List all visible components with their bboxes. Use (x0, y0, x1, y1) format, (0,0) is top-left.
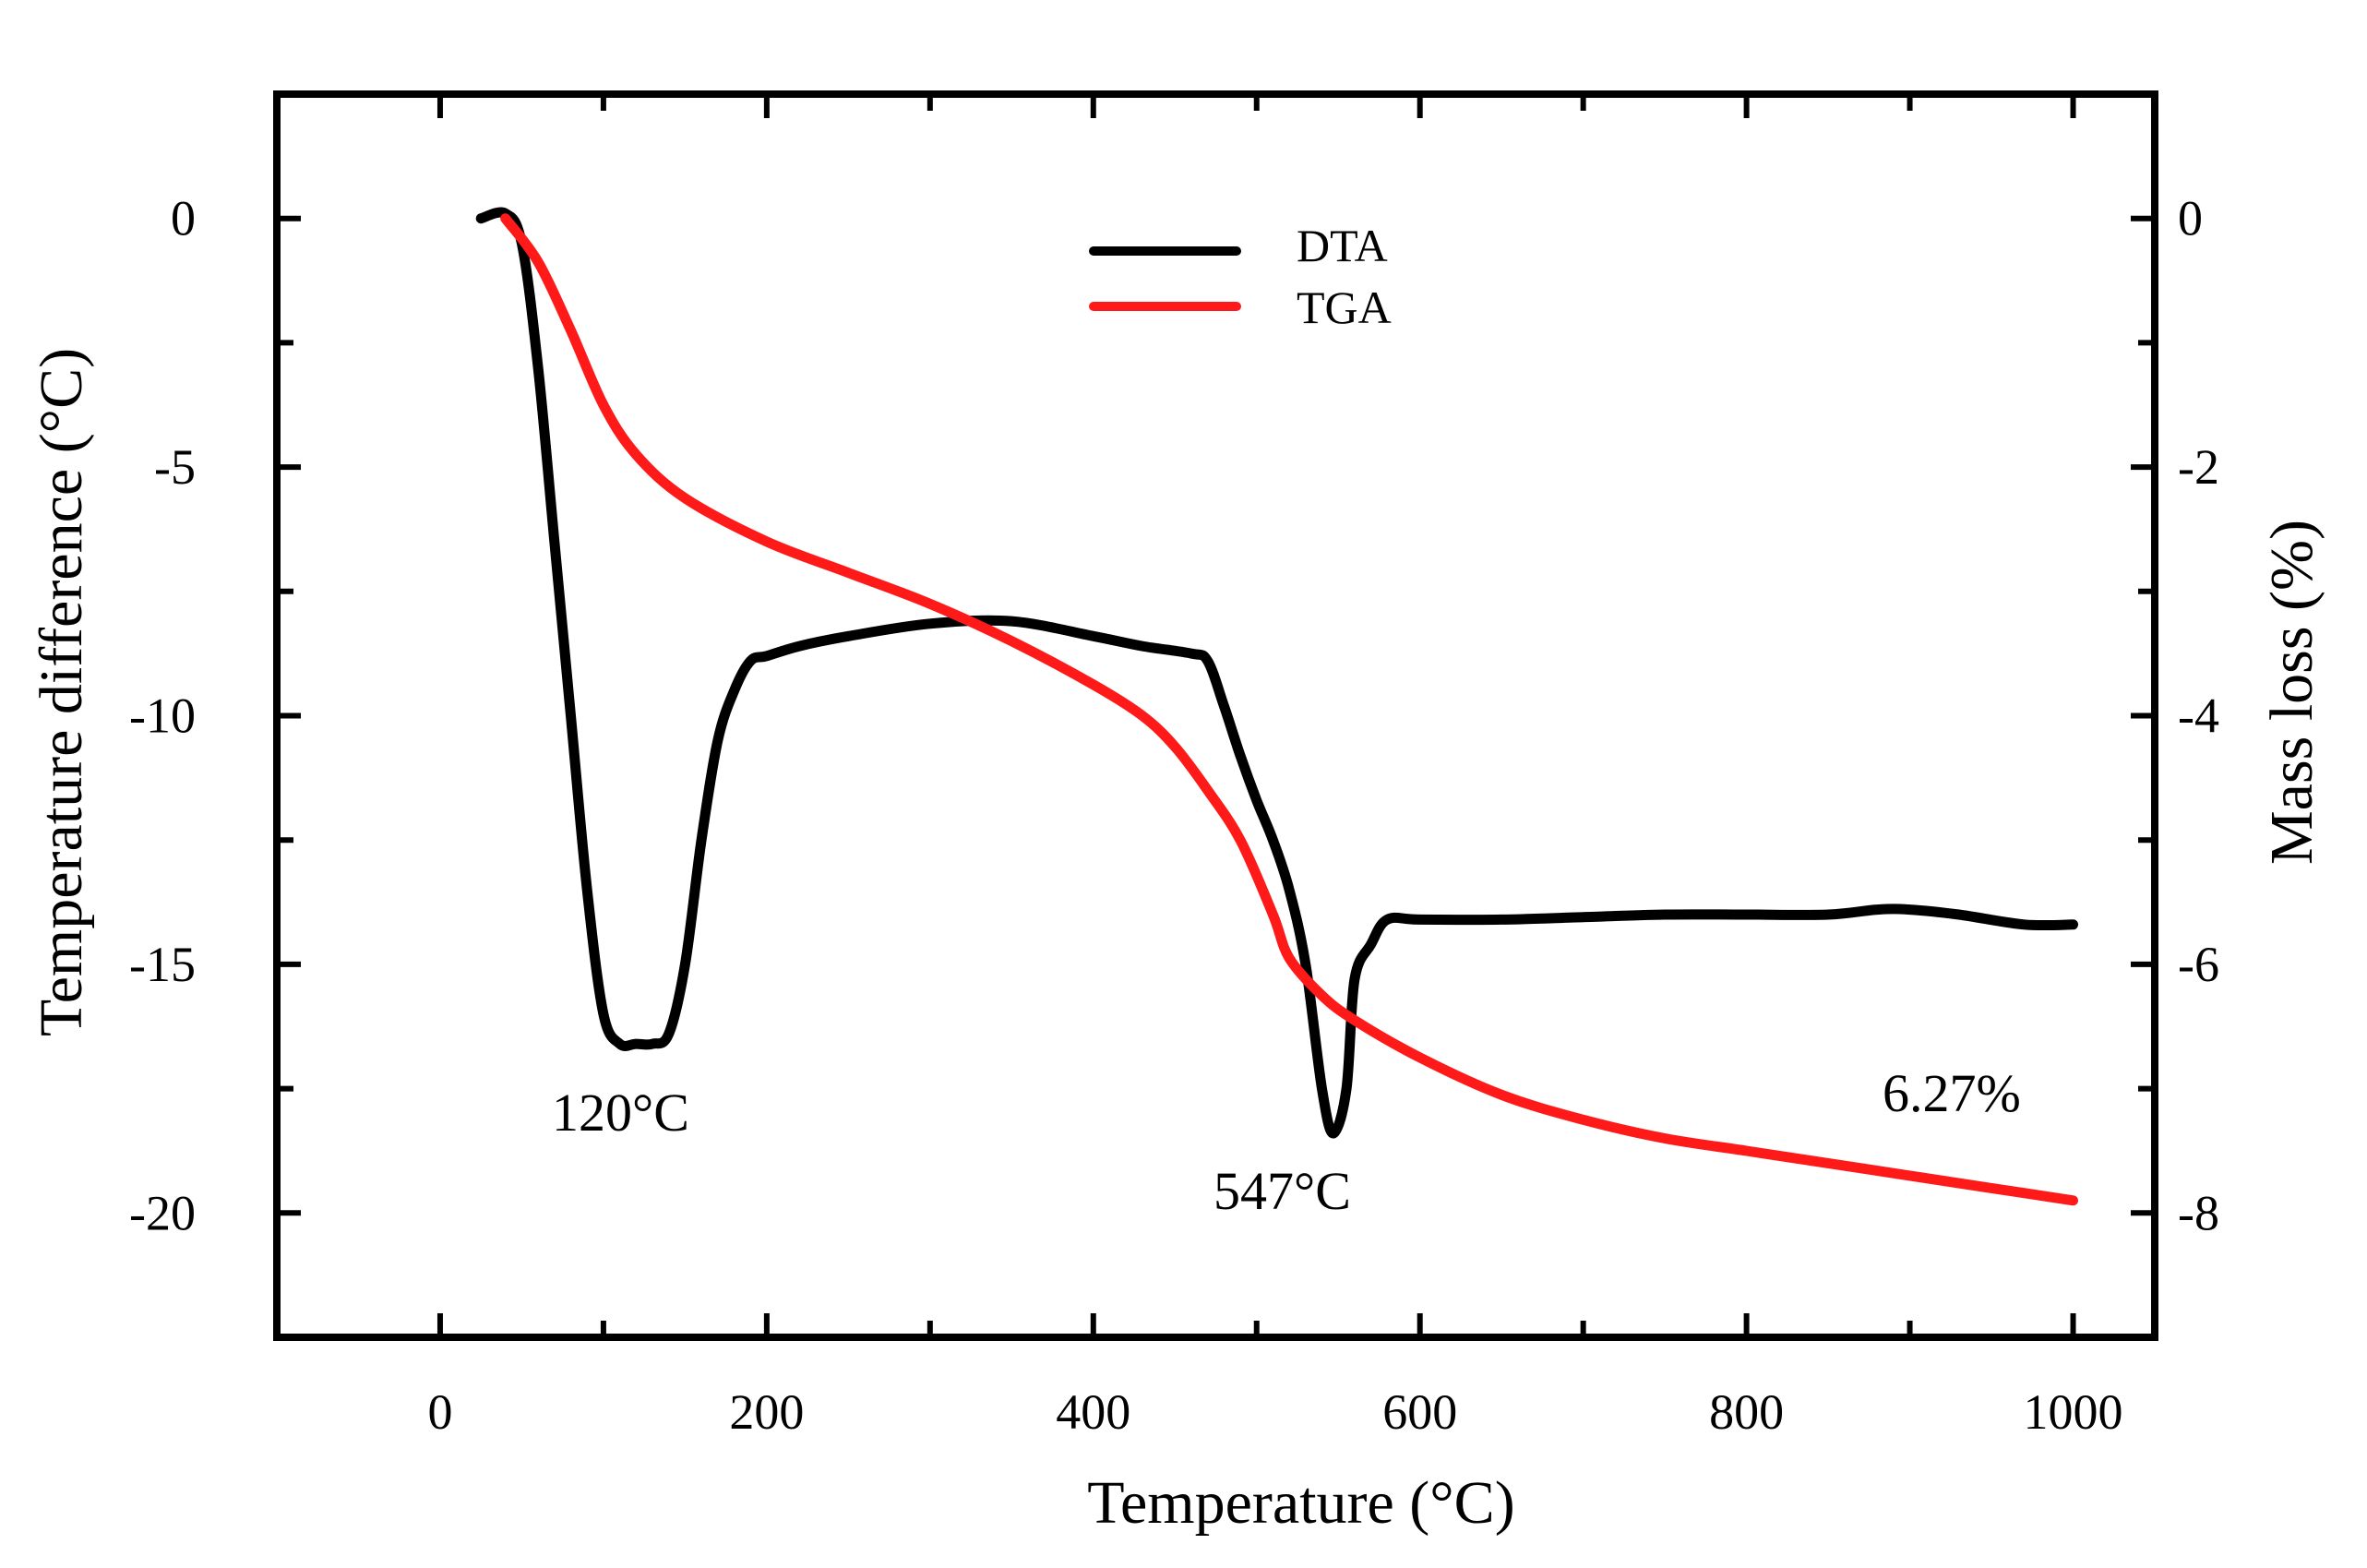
y-axis-right-title: Mass loss (%) (2258, 520, 2325, 865)
legend-label-tga: TGA (1297, 281, 1392, 333)
y-right-tick-label: -8 (2178, 1185, 2219, 1240)
y-axis-left-title: Temperature difference (°C) (28, 348, 95, 1036)
x-tick-label: 800 (1709, 1384, 1784, 1440)
annotation-547c: 547°C (1213, 1161, 1351, 1221)
y-right-tick-label: -2 (2178, 439, 2219, 495)
x-tick-label: 200 (729, 1384, 804, 1440)
y-right-tick-label: 0 (2178, 191, 2203, 246)
y-left-tick-label: 0 (171, 191, 196, 246)
x-axis-title: Temperature (°C) (1087, 1469, 1514, 1537)
y-right-tick-label: -6 (2178, 937, 2219, 992)
series-line-tga (500, 213, 2078, 1206)
axis-ticks (274, 91, 2155, 1340)
y-left-tick-label: -15 (129, 937, 196, 992)
x-tick-label: 400 (1056, 1384, 1130, 1440)
tick-labels: 0 200 400 600 800 1000 0 -5 -10 -15 -20 0 -2 -4 -6 -8 (129, 191, 2219, 1440)
y-left-tick-label: -5 (154, 439, 196, 495)
series-line-dta (475, 207, 2078, 1139)
x-tick-label: 0 (427, 1384, 452, 1440)
y-left-tick-label: -20 (129, 1185, 196, 1240)
plot-frame (273, 90, 2158, 1341)
legend: DTA TGA (1089, 220, 1392, 333)
legend-label-dta: DTA (1297, 220, 1388, 271)
y-left-tick-label: -10 (129, 688, 196, 744)
annotation-mass-loss: 6.27% (1883, 1063, 2021, 1123)
annotation-120c: 120°C (552, 1083, 689, 1143)
series-layer (475, 207, 2078, 1206)
x-tick-label: 1000 (2024, 1384, 2123, 1440)
x-tick-label: 600 (1382, 1384, 1457, 1440)
y-right-tick-label: -4 (2178, 688, 2219, 744)
